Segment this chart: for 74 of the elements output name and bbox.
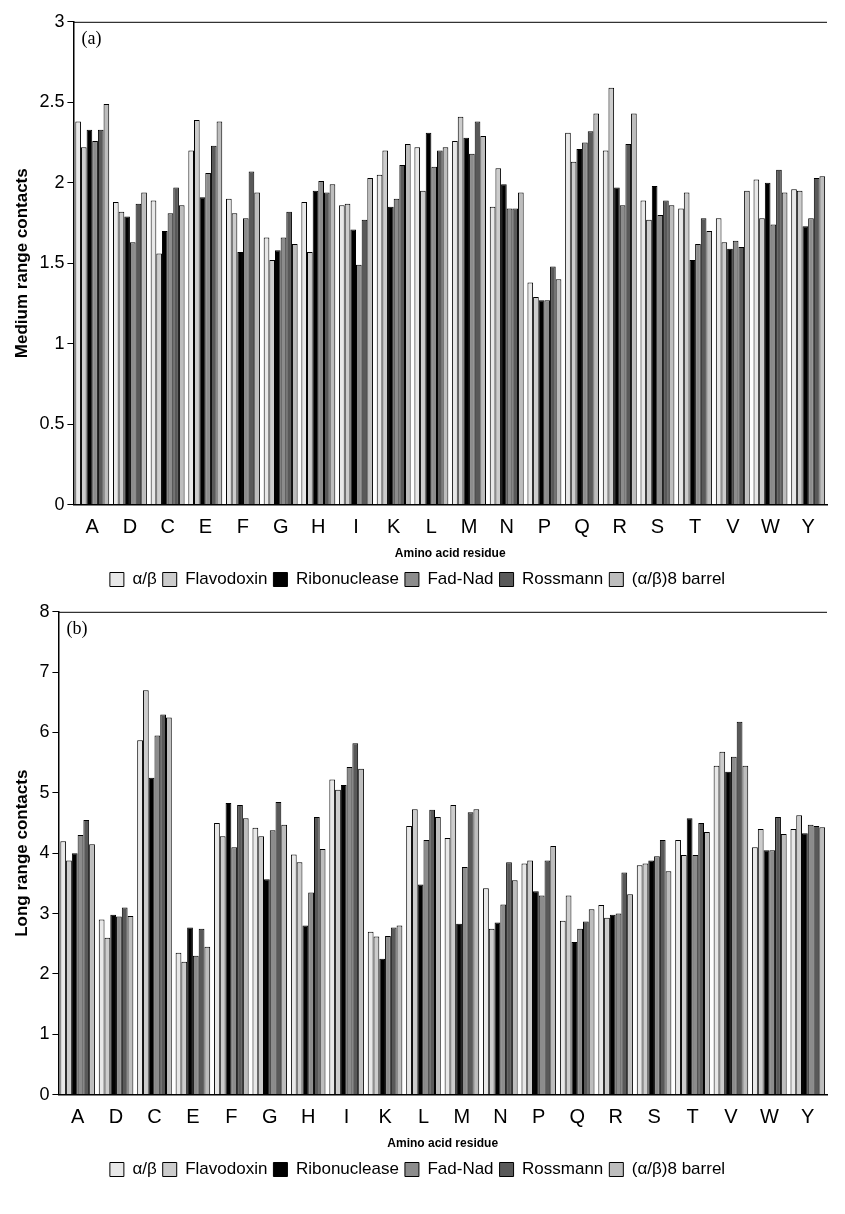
y-tick-label: 2.5 (39, 91, 65, 112)
y-tick-label: 0 (39, 1083, 50, 1104)
y-tick-label: 0 (54, 493, 65, 514)
x-tick-label: A (85, 515, 100, 538)
x-tick-label: D (122, 515, 138, 538)
y-tick-label: 1 (39, 1023, 50, 1044)
y-axis-title: Long range contacts (11, 769, 31, 937)
y-tick-label: 3 (54, 10, 65, 31)
legend-label: Flavodoxin (185, 569, 268, 589)
x-tick-label: L (417, 1105, 430, 1128)
annotation: (a) (81, 27, 102, 49)
x-tick-label: V (726, 515, 741, 538)
x-axis-title: Amino acid residue (387, 1136, 499, 1151)
x-tick-label: R (608, 1105, 623, 1128)
y-tick-label: 0.5 (39, 413, 65, 434)
annotation: (b) (66, 617, 88, 639)
y-tick-label: 1.5 (39, 252, 65, 273)
x-tick-label: T (686, 1105, 699, 1128)
y-axis-title: Medium range contacts (11, 168, 31, 359)
y-tick-label: 5 (39, 781, 50, 802)
x-tick-label: L (425, 515, 437, 538)
x-tick-label: H (300, 1105, 316, 1128)
legend-label: Ribonuclease (295, 569, 399, 589)
x-tick-label: G (272, 515, 289, 538)
x-tick-label: P (532, 1105, 546, 1128)
y-tick-label: 8 (39, 600, 50, 621)
legend-label: Fad-Nad (427, 569, 494, 589)
legend-label: Ribonuclease (295, 1159, 399, 1179)
y-tick-label: 4 (39, 842, 50, 863)
x-tick-label: S (650, 515, 665, 538)
x-tick-label: M (460, 515, 478, 538)
x-tick-label: M (453, 1105, 471, 1128)
x-tick-label: K (387, 515, 402, 538)
x-tick-label: I (353, 515, 359, 538)
legend-label: (α/β)8 barrel (631, 569, 726, 589)
y-tick-label: 2 (54, 171, 65, 192)
x-tick-label: I (343, 1105, 350, 1128)
x-tick-label: E (198, 515, 212, 538)
x-tick-label: E (186, 1105, 200, 1128)
legend-label: Rossmann (522, 569, 604, 589)
y-tick-label: 7 (39, 661, 50, 682)
x-axis-title: Amino acid residue (394, 546, 506, 561)
x-tick-label: V (724, 1105, 739, 1128)
x-tick-label: T (689, 515, 702, 538)
x-tick-label: C (160, 515, 175, 538)
legend-label: α/β (132, 569, 157, 589)
x-tick-label: N (493, 1105, 508, 1128)
x-tick-label: A (70, 1105, 85, 1128)
x-tick-label: F (225, 1105, 238, 1128)
x-tick-label: Y (801, 1105, 815, 1128)
y-tick-label: 2 (39, 962, 50, 983)
legend-label: (α/β)8 barrel (631, 1159, 726, 1179)
x-tick-label: K (378, 1105, 393, 1128)
x-tick-label: F (236, 515, 250, 538)
x-tick-label: W (761, 515, 781, 538)
x-tick-label: P (537, 515, 552, 538)
x-tick-label: Q (569, 1105, 585, 1128)
x-tick-label: C (147, 1105, 162, 1128)
y-tick-label: 3 (39, 902, 50, 923)
y-tick-label: 6 (39, 721, 50, 742)
x-tick-label: H (311, 515, 326, 538)
x-tick-label: S (647, 1105, 661, 1128)
legend-label: Flavodoxin (185, 1159, 268, 1179)
legend-label: Fad-Nad (427, 1159, 494, 1179)
x-tick-label: N (499, 515, 514, 538)
x-tick-label: Y (801, 515, 815, 538)
legend-label: α/β (132, 1159, 157, 1179)
x-tick-label: Q (574, 515, 590, 538)
x-tick-label: W (759, 1105, 779, 1128)
x-tick-label: G (261, 1105, 278, 1128)
x-tick-label: R (612, 515, 627, 538)
legend-label: Rossmann (522, 1159, 604, 1179)
x-tick-label: D (108, 1105, 124, 1128)
y-tick-label: 1 (54, 332, 65, 353)
